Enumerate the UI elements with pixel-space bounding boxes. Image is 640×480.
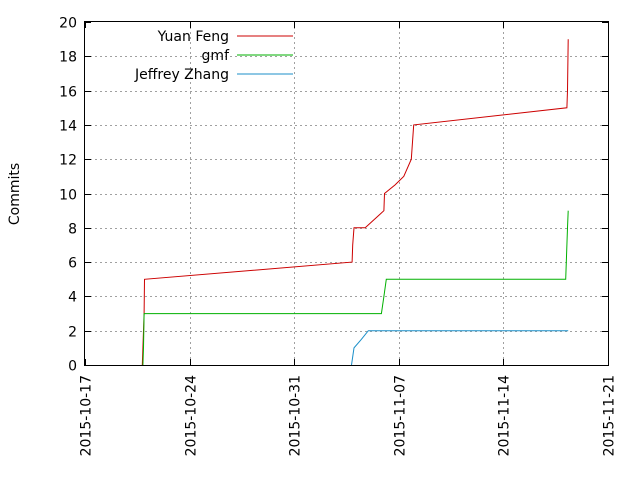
plot-frame: [84, 21, 609, 366]
x-tick-label: 2015-11-21: [602, 375, 618, 456]
y-tick-label: 16: [59, 85, 77, 101]
x-tick-label: 2015-10-31: [288, 375, 304, 456]
series-line-gmf: [142, 210, 569, 366]
y-tick-label: 8: [68, 222, 77, 238]
legend-label: Jeffrey Zhang: [134, 67, 229, 83]
y-tick-label: 4: [68, 290, 77, 306]
x-tick-label: 2015-11-14: [497, 375, 513, 456]
y-tick-label: 6: [68, 256, 77, 272]
series-layer: [141, 39, 569, 366]
x-tick-label: 2015-10-17: [79, 375, 95, 456]
grid-layer: [85, 22, 608, 365]
x-tick-label: 2015-11-07: [393, 375, 409, 456]
y-tick-label: 12: [59, 153, 77, 169]
y-tick-label: 0: [68, 359, 77, 375]
series-line-yuan-feng: [141, 39, 569, 366]
legend-label: Yuan Feng: [157, 29, 229, 45]
y-tick-label: 2: [68, 325, 77, 341]
y-tick-label: 18: [59, 50, 77, 66]
legend: Yuan Feng gmf Jeffrey Zhang: [134, 29, 293, 83]
y-tick-label: 10: [59, 188, 77, 204]
y-axis-label: Commits: [7, 163, 23, 225]
series-line-jeffrey-zhang: [351, 330, 569, 366]
y-tick-label: 20: [59, 16, 77, 32]
tick-layer: 0 2 4 6 8 10 12 14 16 18 20 2015-10-17 2015-10-24 201…: [59, 16, 617, 457]
x-tick-label: 2015-10-24: [184, 375, 200, 456]
legend-label: gmf: [202, 48, 231, 64]
y-tick-label: 14: [59, 119, 77, 135]
